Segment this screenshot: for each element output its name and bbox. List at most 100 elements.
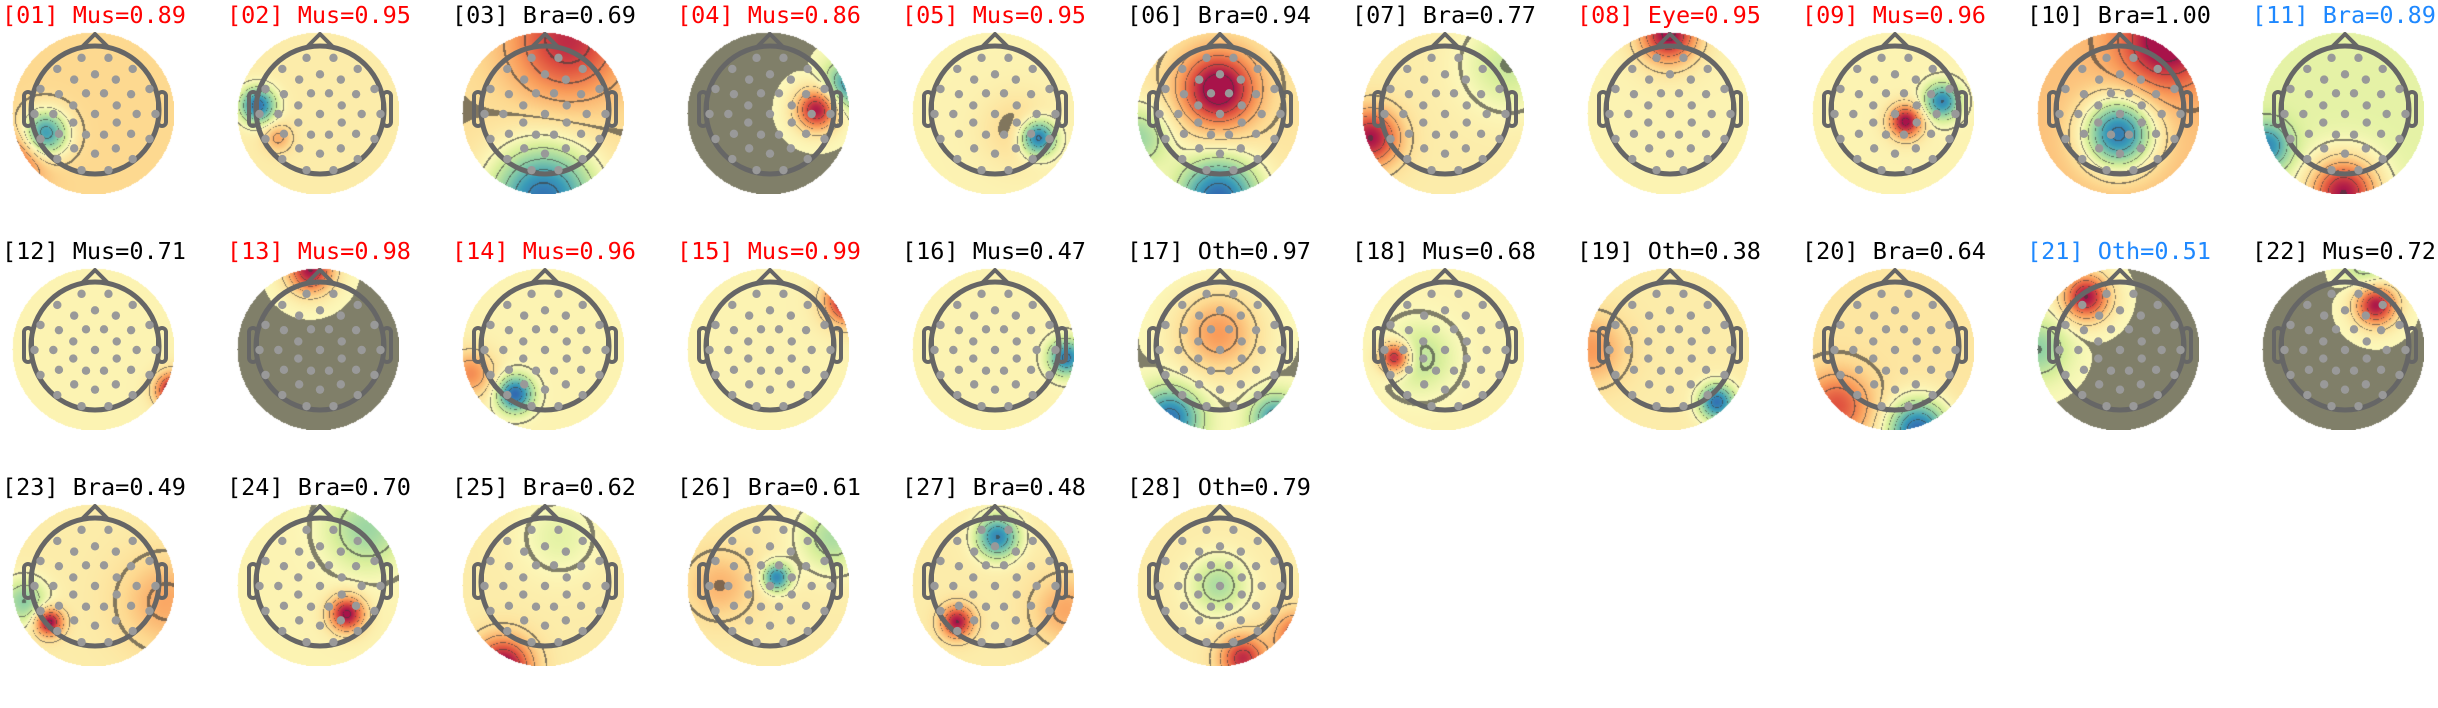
left-ear-icon xyxy=(22,90,34,128)
electrode-marker xyxy=(294,311,304,320)
electrode-marker xyxy=(1045,320,1054,330)
electrode-marker xyxy=(504,325,514,335)
electrode-marker xyxy=(2115,306,2125,315)
electrode-marker xyxy=(104,401,113,411)
electrode-marker xyxy=(969,354,978,363)
electrode-marker xyxy=(1202,637,1211,647)
nose-icon xyxy=(529,504,561,522)
electrode-marker xyxy=(132,345,141,355)
electrode-marker xyxy=(69,118,78,127)
left-ear-icon xyxy=(22,562,34,600)
electrode-marker xyxy=(787,354,796,363)
electrode-marker xyxy=(315,109,325,119)
topomap xyxy=(2262,268,2424,430)
electrode-marker xyxy=(357,109,366,119)
head-outline xyxy=(22,504,168,649)
electrode-marker xyxy=(1656,366,1666,375)
electrode-marker xyxy=(2327,401,2336,411)
electrode-marker xyxy=(949,345,958,355)
electrode-marker xyxy=(370,370,379,380)
electrode-marker xyxy=(151,581,160,591)
electrode-marker xyxy=(744,311,754,320)
electrode-marker xyxy=(595,320,604,330)
electrode-marker xyxy=(306,130,316,139)
component-label: [21] Oth=0.51 xyxy=(2027,237,2211,265)
head-outline xyxy=(22,268,168,413)
electrode-marker xyxy=(954,601,964,611)
electrode-marker xyxy=(969,616,979,625)
electrode-marker xyxy=(1045,606,1054,616)
electrode-marker xyxy=(337,101,346,110)
component-label: [22] Mus=0.72 xyxy=(2252,237,2436,265)
electrode-marker xyxy=(1386,320,1395,330)
right-ear-icon xyxy=(1056,326,1068,364)
electrode-marker xyxy=(503,536,512,546)
component-label: [08] Eye=0.95 xyxy=(1577,1,1761,29)
electrode-marker xyxy=(1890,70,1900,79)
electrode-marker xyxy=(1012,337,1021,346)
electrode-marker xyxy=(540,542,550,551)
electrode-marker xyxy=(1478,390,1487,400)
electrode-marker xyxy=(527,525,536,535)
electrode-marker xyxy=(1501,345,1510,355)
electrode-marker xyxy=(531,130,541,139)
electrode-marker xyxy=(1926,325,1936,335)
left-ear-icon xyxy=(247,90,259,128)
electrode-marker xyxy=(1229,289,1238,299)
left-ear-icon xyxy=(472,326,484,364)
electrode-marker xyxy=(486,556,495,566)
electrode-marker xyxy=(315,542,325,551)
electrode-marker xyxy=(540,306,550,315)
electrode-marker xyxy=(1853,64,1862,74)
electrode-marker xyxy=(278,390,287,400)
electrode-marker xyxy=(1854,365,1864,375)
electrode-marker xyxy=(2340,149,2350,158)
component-label: [19] Oth=0.38 xyxy=(1577,237,1761,265)
nose-icon xyxy=(79,32,111,50)
electrode-marker xyxy=(1652,165,1661,175)
electrode-marker xyxy=(1194,354,1203,363)
electrode-marker xyxy=(2115,149,2125,158)
electrode-marker xyxy=(1611,84,1620,94)
electrode-marker xyxy=(2395,320,2404,330)
electrode-marker xyxy=(1720,370,1729,380)
electrode-marker xyxy=(711,606,720,616)
electrode-marker xyxy=(2074,345,2083,355)
electrode-marker xyxy=(128,154,137,164)
electrode-marker xyxy=(1032,109,1041,119)
right-ear-icon xyxy=(381,562,393,600)
electrode-marker xyxy=(2061,134,2070,144)
electrode-marker xyxy=(1257,109,1266,119)
electrode-marker xyxy=(2319,101,2328,110)
electrode-marker xyxy=(561,311,571,320)
electrode-marker xyxy=(2354,53,2363,63)
electrode-marker xyxy=(1270,370,1279,380)
electrode-marker xyxy=(279,601,289,611)
electrode-marker xyxy=(2079,325,2089,335)
electrode-marker xyxy=(53,300,62,310)
electrode-marker xyxy=(1674,130,1684,139)
electrode-marker xyxy=(969,337,978,346)
component-label: [04] Mus=0.86 xyxy=(677,1,861,29)
electrode-marker xyxy=(549,130,559,139)
electrode-marker xyxy=(337,354,346,363)
electrode-marker xyxy=(779,525,788,535)
component-cell: [24] Bra=0.70 xyxy=(225,472,450,708)
topomap xyxy=(12,504,174,666)
electrode-marker xyxy=(561,144,571,153)
nose-icon xyxy=(304,268,336,286)
electrode-marker xyxy=(1206,89,1216,98)
electrode-marker xyxy=(531,602,541,611)
electrode-marker xyxy=(2055,345,2064,355)
electrode-marker xyxy=(294,354,303,363)
electrode-marker xyxy=(90,70,100,79)
electrode-marker xyxy=(1045,84,1054,94)
electrode-marker xyxy=(1236,75,1246,84)
electrode-marker xyxy=(531,89,541,98)
nose-icon xyxy=(754,32,786,50)
electrode-marker xyxy=(1644,311,1654,320)
nose-icon xyxy=(304,32,336,50)
electrode-marker xyxy=(504,561,514,571)
topomap xyxy=(1812,32,1974,194)
electrode-marker xyxy=(99,561,109,570)
